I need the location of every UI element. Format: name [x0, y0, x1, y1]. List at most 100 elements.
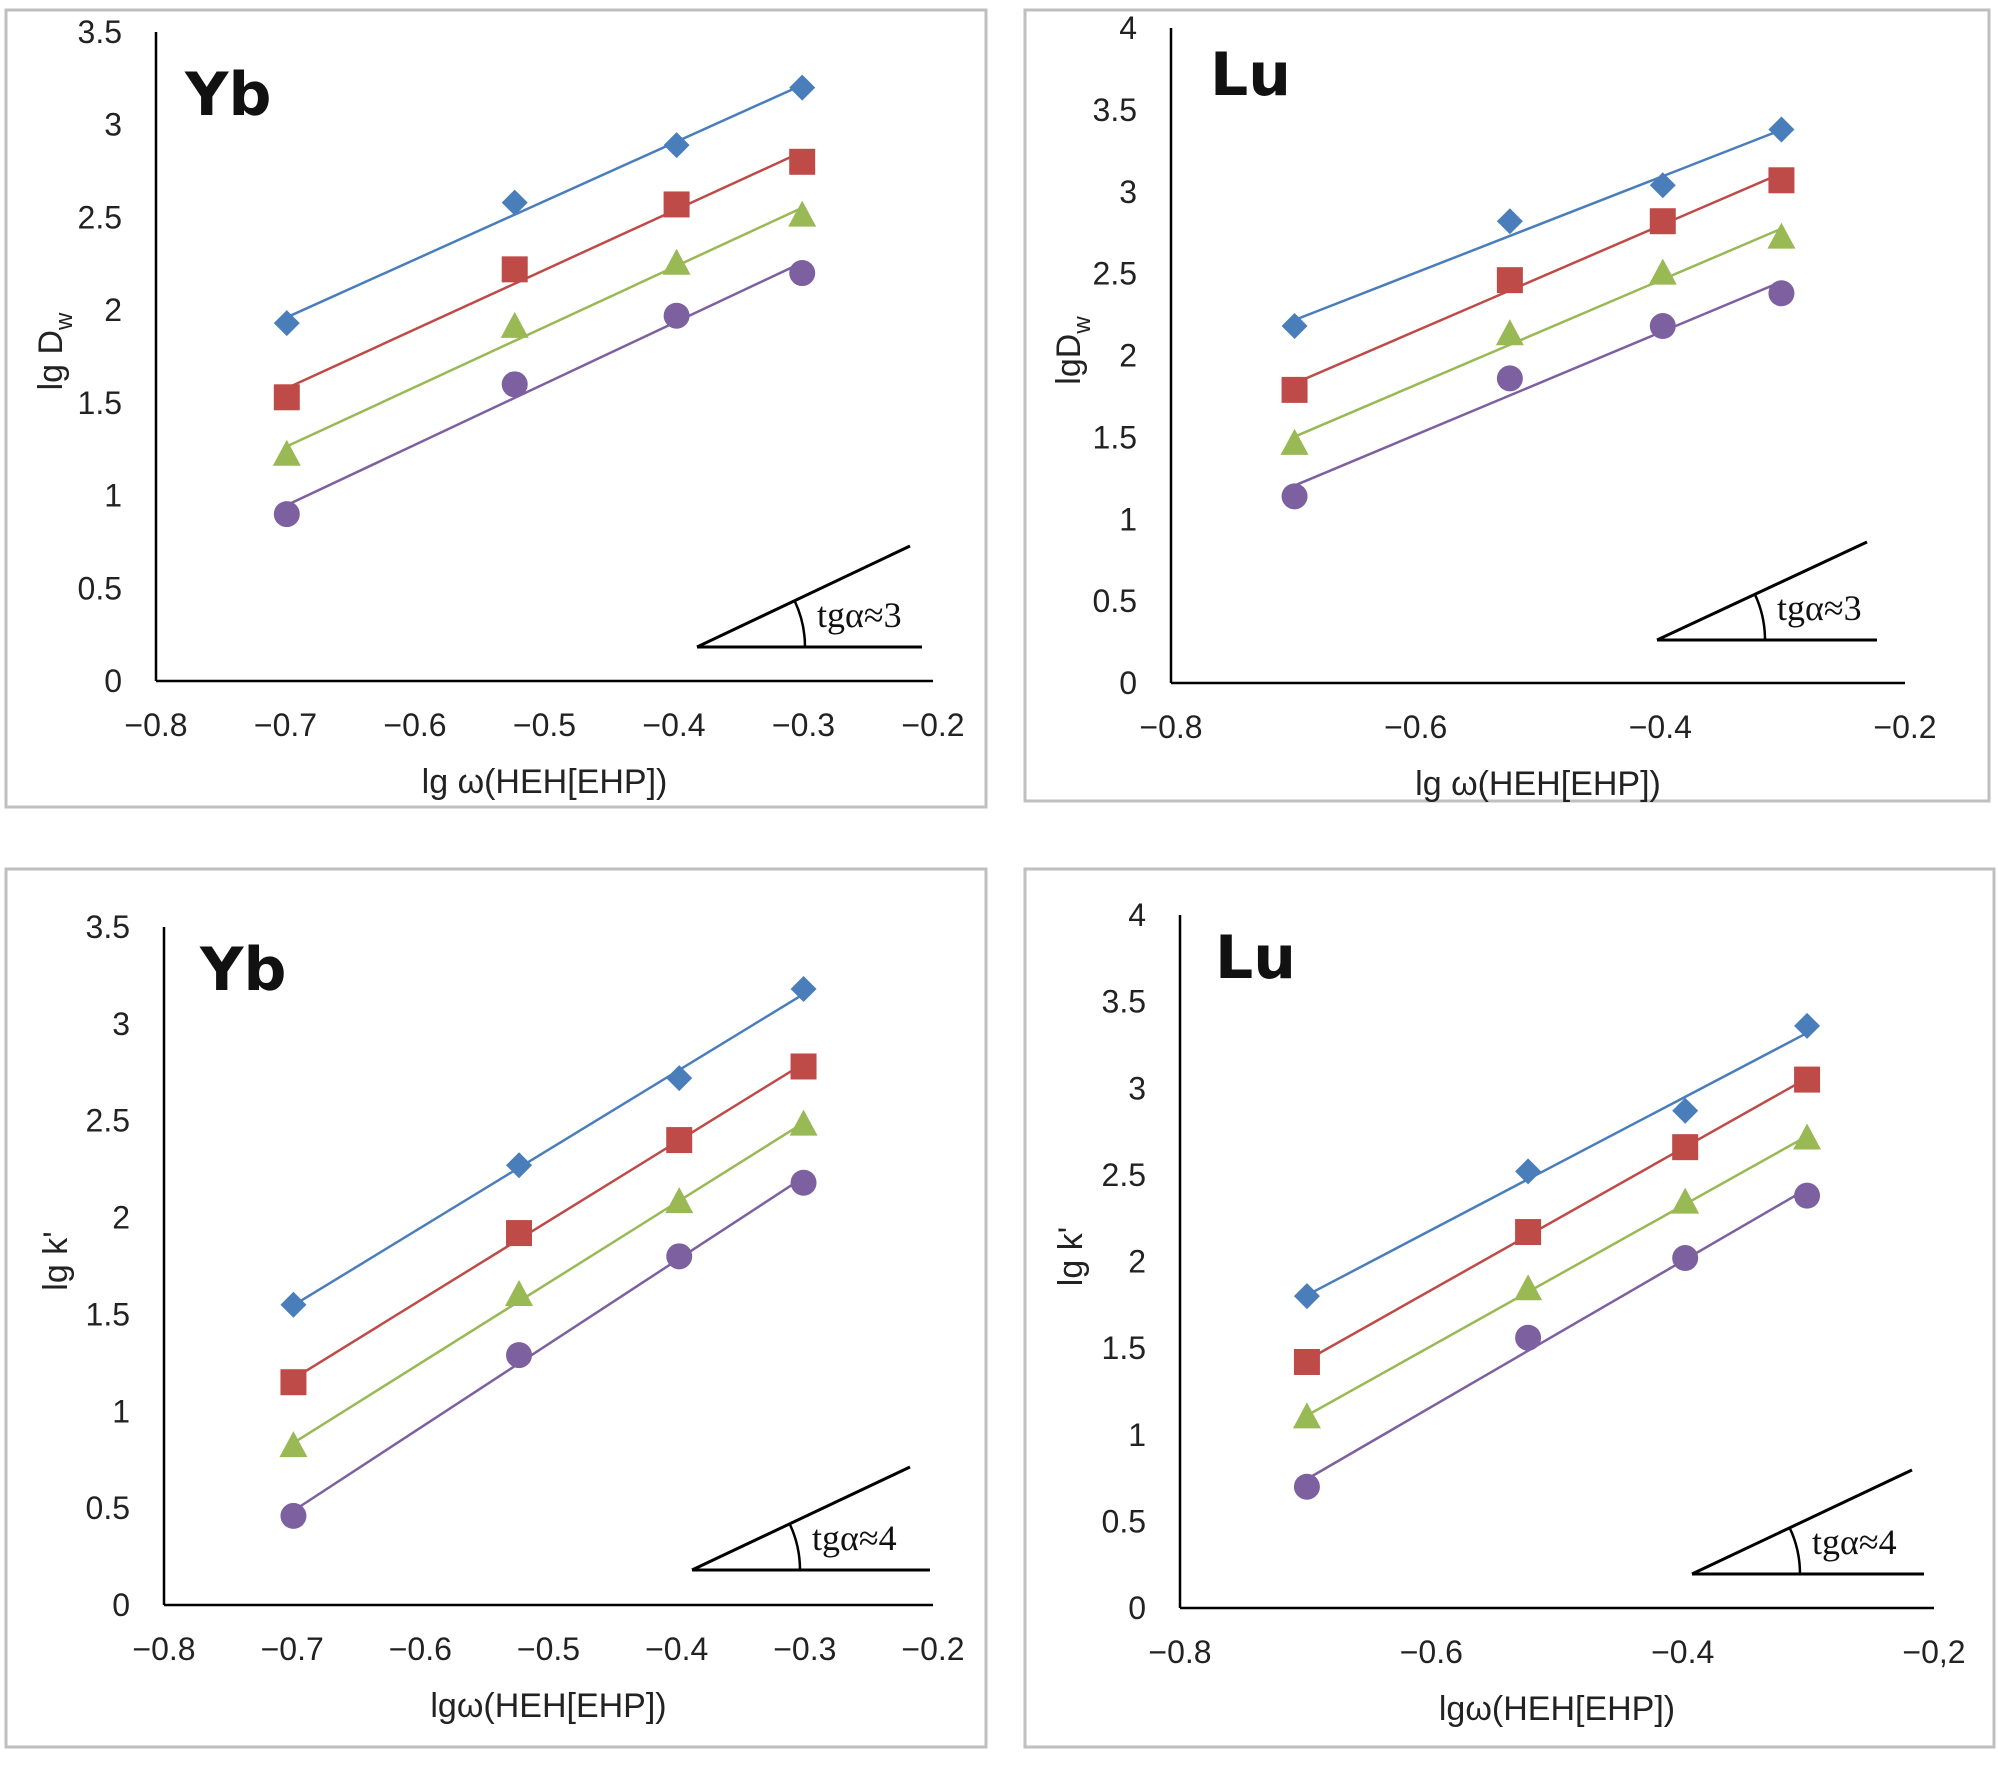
- angle-arc: [788, 1523, 802, 1571]
- trendline: [286, 83, 803, 319]
- data-point-triangle: [788, 200, 817, 227]
- data-point-square: [506, 1220, 533, 1247]
- slope-annotation: tgα≈4: [812, 1518, 897, 1558]
- panel-border: [4, 8, 988, 809]
- data-point-square: [666, 1127, 693, 1154]
- data-point-diamond: [1515, 1158, 1542, 1185]
- x-tick-label: −0.6: [1400, 1634, 1463, 1670]
- y-tick-label: 1.5: [1093, 419, 1137, 455]
- panel-title: Lu: [1210, 40, 1291, 110]
- y-axis-title-main: lg k': [37, 1231, 75, 1290]
- data-point-triangle: [279, 1431, 308, 1458]
- trendline: [1306, 1077, 1808, 1362]
- y-tick-label: 0.5: [1102, 1503, 1146, 1539]
- series-circle: [273, 260, 816, 528]
- data-point-triangle: [505, 1280, 534, 1307]
- chart-panel-2: 0 0.5 1 1.5 2 2.5 3 3.5 4 −0.8 −0.6 −0.4 −0.2 lg ω(HE…: [1023, 8, 1991, 803]
- y-axis-title: lgDw: [1050, 316, 1096, 385]
- data-point-diamond: [1649, 172, 1676, 199]
- data-point-circle: [789, 260, 816, 287]
- y-tick-label: 3: [112, 1006, 130, 1042]
- data-point-square: [1281, 376, 1308, 403]
- data-point-circle: [506, 1342, 533, 1369]
- data-point-circle: [1293, 1473, 1320, 1500]
- data-point-square: [273, 384, 300, 411]
- trendline: [1294, 172, 1782, 385]
- x-tick-label: −0,2: [1902, 1634, 1965, 1670]
- x-tick-label: −0.6: [383, 707, 446, 743]
- y-tick-label: 1: [112, 1393, 130, 1429]
- chart-panel-3: 0 0.5 1 1.5 2 2.5 3 3.5 −0.8 −0.7 −0.6 −0.5 −0.4 −0.3…: [4, 867, 988, 1749]
- x-tick-label: −0.6: [1384, 709, 1447, 745]
- chart-panel-4: 0 0.5 1 1.5 2 2.5 3 3.5 4 −0.8 −0.6 −0.4 −0,2 lgω(HEH…: [1023, 867, 1996, 1749]
- y-tick-label: 2: [1119, 338, 1137, 374]
- series-diamond: [1281, 116, 1795, 340]
- y-tick-label: 3.5: [86, 909, 130, 945]
- series-circle: [280, 1169, 817, 1529]
- data-point-circle: [666, 1243, 693, 1270]
- panel-title: Yb: [199, 935, 286, 1005]
- x-axis-title: lgω(HEH[EHP]): [1439, 1690, 1675, 1728]
- slope-line: [691, 1465, 911, 1572]
- y-tick-label: 2: [1128, 1244, 1146, 1280]
- trendline: [1306, 1187, 1808, 1481]
- y-tick-label: 2.5: [1093, 256, 1137, 292]
- data-point-diamond: [1496, 208, 1523, 235]
- data-point-square: [1794, 1066, 1821, 1093]
- y-tick-label: 1: [1119, 501, 1137, 537]
- data-point-square: [663, 191, 690, 218]
- trendline: [1294, 227, 1782, 438]
- data-point-square: [1293, 1348, 1320, 1375]
- trendline: [1306, 1031, 1808, 1297]
- data-point-square: [280, 1369, 307, 1396]
- y-tick-label: 0.5: [1093, 583, 1137, 619]
- y-tick-label: 3: [104, 107, 122, 143]
- panel-title: Yb: [184, 60, 271, 130]
- y-tick-label: 1.5: [78, 385, 122, 421]
- trendline: [286, 150, 803, 390]
- x-tick-label: −0.8: [1148, 1634, 1211, 1670]
- x-tick-label: −0.3: [772, 707, 835, 743]
- data-point-circle: [1672, 1245, 1699, 1272]
- y-axis-title-main: lg D: [32, 330, 70, 390]
- y-tick-label: 0.5: [78, 570, 122, 606]
- x-tick-label: −0.4: [645, 1631, 708, 1667]
- data-point-diamond: [789, 74, 816, 101]
- data-point-triangle: [789, 1109, 818, 1136]
- x-tick-label: −0.2: [901, 1631, 964, 1667]
- data-point-diamond: [1293, 1283, 1320, 1310]
- y-axis-title-main: lgD: [1050, 334, 1088, 385]
- panel-title: Lu: [1215, 923, 1296, 993]
- series-diamond: [273, 74, 816, 337]
- trendline: [292, 1176, 805, 1512]
- data-point-triangle: [1767, 222, 1796, 249]
- trendline: [286, 206, 803, 448]
- data-point-diamond: [501, 189, 528, 216]
- x-axis-title: lg ω(HEH[EHP]): [422, 763, 668, 801]
- data-point-triangle: [662, 248, 691, 275]
- y-tick-label: 2: [112, 1200, 130, 1236]
- y-tick-label: 1.5: [1102, 1330, 1146, 1366]
- data-point-triangle: [665, 1187, 694, 1214]
- data-point-diamond: [280, 1291, 307, 1318]
- series-square: [1293, 1066, 1821, 1375]
- series-square: [273, 148, 816, 411]
- series-square: [1281, 167, 1795, 403]
- y-tick-label: 1: [104, 478, 122, 514]
- data-point-triangle: [1495, 319, 1524, 346]
- slope-line: [1691, 1468, 1913, 1576]
- angle-arc: [1753, 593, 1767, 641]
- x-tick-label: −0.2: [1873, 709, 1936, 745]
- data-point-diamond: [1794, 1012, 1821, 1039]
- series-circle: [1281, 280, 1795, 510]
- data-point-diamond: [506, 1152, 533, 1179]
- data-point-square: [1496, 267, 1523, 294]
- panel-border: [1023, 867, 1996, 1749]
- trendline: [292, 1062, 805, 1380]
- data-point-circle: [280, 1502, 307, 1529]
- data-point-circle: [1515, 1324, 1542, 1351]
- x-tick-label: −0.8: [124, 707, 187, 743]
- data-point-diamond: [1768, 116, 1795, 143]
- x-tick-label: −0.4: [1651, 1634, 1714, 1670]
- slope-annotation: tgα≈3: [1777, 588, 1862, 628]
